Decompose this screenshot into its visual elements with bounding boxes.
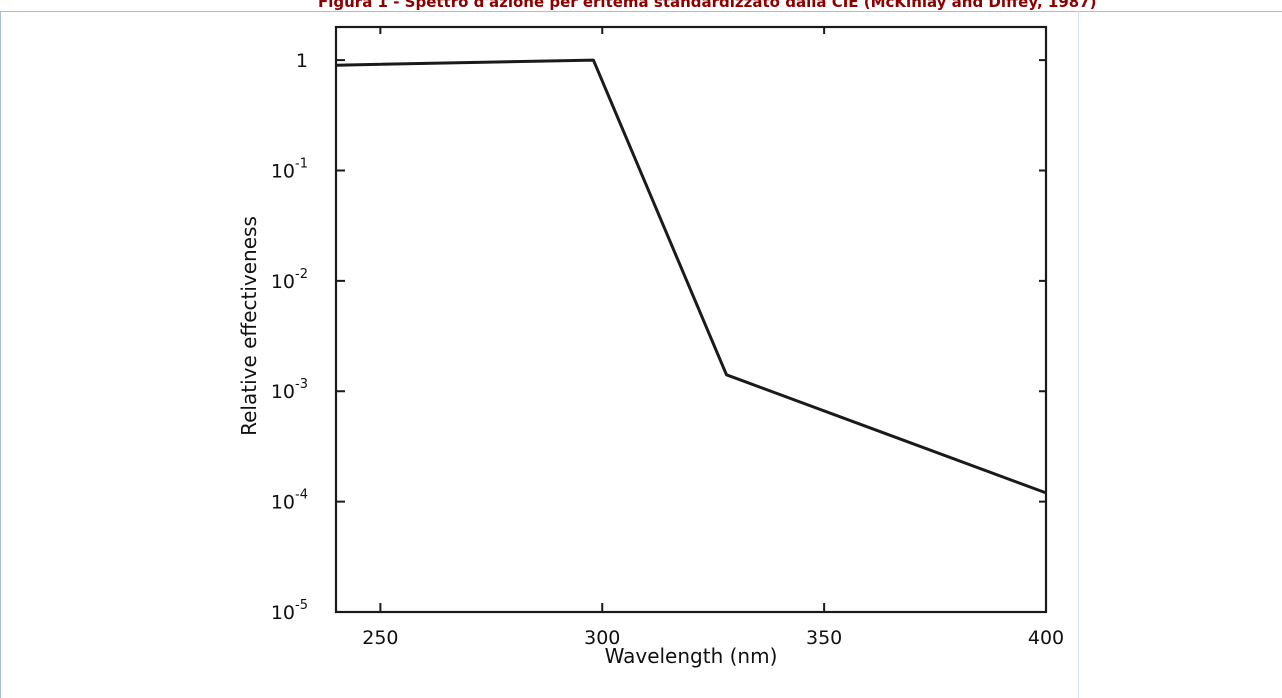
x-tick-label-350: 350 <box>806 627 842 649</box>
x-ticks: 250 300 350 400 <box>362 27 1064 649</box>
y-ticks: 1 10-1 10-2 10-3 10-4 10-5 <box>271 50 1046 624</box>
y-tick-label-5: 10-5 <box>271 598 308 624</box>
frame-border-left <box>0 11 1 698</box>
y-axis-title: Relative effectiveness <box>237 216 261 436</box>
y-tick-label-0: 1 <box>296 50 308 72</box>
y-tick-label-1: 10-1 <box>271 156 308 182</box>
series-line-0 <box>335 58 1047 495</box>
plot-frame <box>334 25 1048 614</box>
frame-border-top <box>0 11 1282 12</box>
frame-border-right <box>1078 11 1079 698</box>
series-group <box>335 58 1047 495</box>
y-tick-label-2: 10-2 <box>271 267 308 293</box>
x-tick-label-400: 400 <box>1028 627 1064 649</box>
x-tick-label-250: 250 <box>362 627 398 649</box>
figure-caption: Figura 1 - Spettro d'azione per eritema … <box>318 0 1097 10</box>
y-tick-label-4: 10-4 <box>271 488 308 514</box>
y-tick-label-3: 10-3 <box>271 377 308 403</box>
x-tick-label-300: 300 <box>584 627 620 649</box>
x-axis-title: Wavelength (nm) <box>605 644 778 668</box>
